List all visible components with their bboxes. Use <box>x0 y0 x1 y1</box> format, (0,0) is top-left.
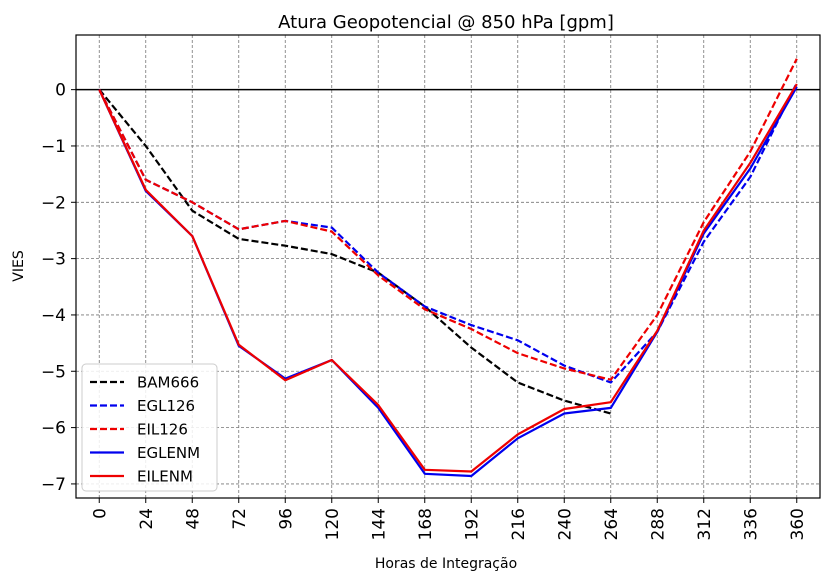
x-tick-label: 144 <box>369 508 389 540</box>
y-tick-label: −4 <box>41 306 66 326</box>
legend: BAM666 EGL126 EIL126 EGLENM EILENM <box>81 363 218 492</box>
x-tick-label: 240 <box>555 508 575 540</box>
x-tick-label: 312 <box>695 508 715 540</box>
x-tick-label: 120 <box>323 508 343 540</box>
series-lines <box>98 58 798 478</box>
series-line-bam666 <box>98 88 612 415</box>
plot-frame <box>75 34 821 499</box>
y-axis-ticks: 0 −1 −2 −3 −4 −5 −6 −7 <box>41 81 76 495</box>
x-tick-label: 216 <box>509 508 529 540</box>
x-tick-label: 264 <box>602 508 622 540</box>
y-tick-label: −6 <box>41 419 66 439</box>
x-tick-label: 48 <box>183 508 203 530</box>
y-tick-label: −2 <box>41 193 66 213</box>
x-tick-label: 72 <box>230 508 250 530</box>
y-tick-label: −5 <box>41 362 66 382</box>
x-tick-label: 360 <box>788 508 808 540</box>
legend-label-egl126: EGL126 <box>137 397 195 415</box>
y-tick-label: −7 <box>41 475 66 495</box>
x-tick-label: 288 <box>648 508 668 540</box>
y-tick-label: 0 <box>55 81 66 101</box>
x-tick-label: 192 <box>462 508 482 540</box>
legend-label-bam666: BAM666 <box>137 374 199 392</box>
series-line-eil126 <box>98 58 798 381</box>
x-tick-label: 336 <box>741 508 761 540</box>
y-axis-title: VIES <box>11 250 27 282</box>
legend-label-eglenm: EGLENM <box>137 444 200 462</box>
legend-label-eil126: EIL126 <box>137 421 188 439</box>
x-tick-label: 0 <box>90 508 110 519</box>
x-axis-ticks: 0 24 48 72 96 120 144 168 192 216 240 264 288 312 336 3… <box>90 498 808 540</box>
y-tick-label: −3 <box>41 250 66 270</box>
chart-title: Atura Geopotencial @ 850 hPa [gpm] <box>278 12 614 33</box>
x-tick-label: 168 <box>416 508 436 540</box>
series-line-eilenm <box>98 83 798 473</box>
legend-box <box>81 363 218 492</box>
x-tick-label: 96 <box>276 508 296 530</box>
x-axis-title: Horas de Integração <box>375 556 517 572</box>
legend-label-eilenm: EILENM <box>137 468 193 486</box>
y-tick-label: −1 <box>41 137 66 157</box>
x-tick-label: 24 <box>137 508 157 530</box>
